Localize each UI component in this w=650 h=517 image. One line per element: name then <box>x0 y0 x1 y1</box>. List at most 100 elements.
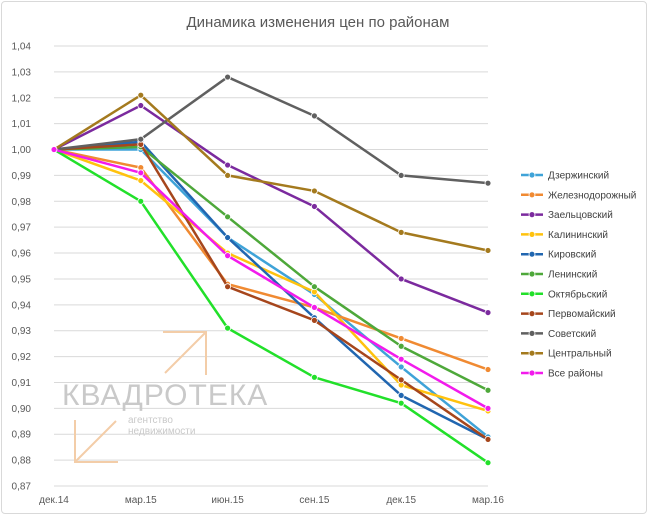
data-point <box>397 335 405 342</box>
watermark-arrow-icon <box>74 420 118 463</box>
data-point <box>484 404 492 412</box>
data-point <box>484 459 492 467</box>
series-2 <box>50 102 492 316</box>
legend-marker <box>528 191 536 199</box>
data-point <box>397 172 405 179</box>
data-point <box>50 146 58 153</box>
data-point <box>484 386 492 394</box>
data-point <box>397 376 405 384</box>
series-line <box>53 148 489 410</box>
data-point <box>137 135 145 143</box>
data-point <box>224 252 232 260</box>
x-tick-label: июн.15 <box>211 495 244 506</box>
series-line <box>53 148 489 371</box>
legend-marker <box>528 369 536 377</box>
data-point <box>224 161 232 169</box>
legend-marker <box>528 349 536 357</box>
data-point <box>310 373 318 381</box>
data-point <box>137 177 145 184</box>
data-point <box>224 172 232 179</box>
legend-marker <box>528 329 536 337</box>
watermark-brand: КВАДРОТЕКА <box>62 379 268 412</box>
series-line <box>53 93 489 252</box>
data-point <box>397 275 405 283</box>
y-tick-label: 0,93 <box>12 326 32 337</box>
data-point <box>224 213 232 221</box>
data-point <box>397 392 405 399</box>
y-tick-label: 0,89 <box>12 430 32 441</box>
legend-item: Калининский <box>521 230 608 241</box>
y-tick-label: 0,88 <box>12 456 32 467</box>
series-line <box>53 104 489 314</box>
y-tick-label: 1,00 <box>12 145 32 156</box>
data-point <box>484 366 492 373</box>
y-tick-label: 0,94 <box>12 300 32 311</box>
y-tick-label: 1,04 <box>12 42 32 53</box>
legend-label: Дзержинский <box>548 171 609 182</box>
data-point <box>224 234 232 241</box>
legend-marker <box>528 290 536 298</box>
legend-marker <box>528 171 536 179</box>
legend-item: Октябрьский <box>521 288 607 300</box>
series-line <box>53 143 489 441</box>
legend-marker <box>528 270 536 278</box>
legend-marker <box>528 211 536 219</box>
legend: Дзержинский Железнодорожный Заельцовский Ка… <box>521 171 636 380</box>
legend-label: Железнодорожный <box>548 190 636 201</box>
data-point <box>310 112 318 120</box>
legend-item: Железнодорожный <box>521 190 636 201</box>
legend-label: Ленинский <box>548 270 597 281</box>
watermark-tagline-2: недвижимости <box>128 426 195 437</box>
series-line <box>53 145 489 392</box>
series-lines <box>50 73 492 467</box>
legend-marker <box>528 250 536 258</box>
y-tick-label: 0,87 <box>12 482 32 493</box>
y-tick-label: 0,95 <box>12 274 32 285</box>
legend-item: Центральный <box>521 349 612 360</box>
data-point <box>310 283 318 291</box>
series-line <box>53 140 489 441</box>
x-tick-label: сен.15 <box>299 495 329 506</box>
y-tick-label: 0,97 <box>12 223 32 234</box>
series-1 <box>50 146 492 373</box>
series-9 <box>50 91 492 254</box>
legend-label: Октябрьский <box>548 288 607 300</box>
legend-label: Центральный <box>548 349 612 360</box>
watermark-tagline-1: агентство <box>128 415 173 426</box>
y-axis-ticks: 0,87 0,88 0,89 0,90 0,91 0,92 0,93 0,94 0,95 0,96… <box>12 42 32 493</box>
legend-item: Все районы <box>521 369 603 380</box>
data-point <box>137 91 145 99</box>
data-point <box>397 399 405 407</box>
y-tick-label: 0,90 <box>12 404 32 415</box>
data-point <box>137 169 145 177</box>
x-tick-label: мар.16 <box>472 495 504 506</box>
x-tick-label: дек.15 <box>386 495 416 506</box>
legend-label: Кировский <box>548 250 596 261</box>
data-point <box>310 203 318 210</box>
watermark-logo: КВАДРОТЕКА агентство недвижимости <box>62 331 268 463</box>
legend-item: Ленинский <box>521 270 597 281</box>
data-point <box>397 355 405 363</box>
series-line <box>53 75 489 185</box>
data-point <box>397 342 405 350</box>
data-point <box>310 304 318 311</box>
legend-item: Первомайский <box>521 309 616 320</box>
legend-item: Дзержинский <box>521 171 609 182</box>
series-8 <box>50 73 492 187</box>
data-point <box>397 228 405 236</box>
y-tick-label: 0,91 <box>12 378 32 389</box>
series-6 <box>50 146 492 467</box>
y-tick-label: 1,01 <box>12 119 32 130</box>
series-line <box>54 148 489 438</box>
data-point <box>224 324 232 332</box>
legend-item: Кировский <box>521 250 596 261</box>
y-tick-label: 1,02 <box>12 93 32 104</box>
legend-marker <box>528 230 536 238</box>
data-point <box>484 436 492 443</box>
data-point <box>137 102 145 109</box>
series-5 <box>50 143 492 394</box>
y-tick-label: 0,92 <box>12 352 32 363</box>
data-point <box>484 179 492 187</box>
